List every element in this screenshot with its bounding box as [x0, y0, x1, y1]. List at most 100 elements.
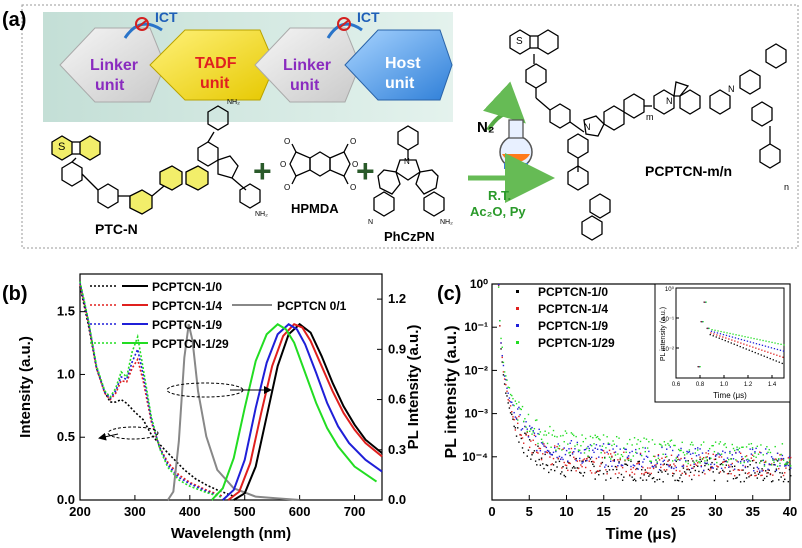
decay-point — [718, 453, 720, 455]
decay-point — [534, 460, 537, 462]
ptc-n-label: PTC-N — [95, 221, 138, 237]
decay-point — [764, 460, 767, 463]
decay-point — [644, 447, 646, 449]
decay-point — [581, 434, 583, 436]
decay-point — [683, 471, 686, 473]
inset-point — [727, 341, 729, 343]
decay-point — [674, 479, 676, 482]
decay-point — [773, 459, 775, 461]
decay-point — [539, 464, 542, 466]
decay-point — [720, 453, 723, 455]
decay-point — [788, 459, 791, 461]
decay-point — [565, 464, 568, 467]
decay-point — [521, 428, 524, 430]
decay-point — [544, 445, 546, 448]
inset-point — [721, 338, 723, 341]
decay-point — [642, 466, 644, 469]
decay-point — [750, 474, 753, 476]
decay-point — [682, 464, 685, 466]
decay-point — [629, 438, 631, 441]
decay-point — [754, 452, 756, 454]
decay-point — [716, 468, 718, 470]
inset-point — [749, 345, 751, 347]
decay-point — [764, 461, 767, 464]
decay-point — [569, 462, 571, 465]
decay-point — [764, 470, 767, 472]
decay-point — [784, 463, 786, 466]
decay-point — [564, 475, 567, 478]
decay-point — [613, 460, 615, 462]
inset-plot-frame — [675, 287, 785, 379]
decay-point — [584, 448, 587, 451]
decay-point — [733, 449, 736, 452]
decay-point — [615, 445, 618, 447]
decay-point — [537, 432, 539, 435]
decay-point — [520, 434, 523, 436]
decay-point — [713, 458, 716, 461]
b-yr-tick-label: 0.6 — [388, 392, 406, 407]
decay-point — [528, 425, 531, 427]
inset-y-tick-label: 10⁰ — [665, 286, 675, 293]
panel-b-ticks: 200 300 400 500 600 700 0.0 0.5 1.0 1.5 0.0 0.3 0.6 0… — [57, 291, 406, 519]
inset-point — [734, 340, 736, 342]
decay-point — [497, 286, 500, 288]
decay-point — [568, 448, 570, 450]
ptc-nh2-bottom: NH₂ — [255, 211, 268, 218]
decay-point — [670, 466, 673, 468]
inset-point — [717, 330, 719, 332]
pl-line-PCPTCN-1/4 — [227, 323, 383, 501]
decay-point — [637, 468, 639, 470]
decay-point — [553, 445, 556, 447]
b-legend-item: PCPTCN-1/29 — [90, 337, 229, 351]
decay-point — [736, 448, 738, 451]
decay-point — [559, 435, 562, 437]
decay-point — [515, 435, 518, 437]
decay-point — [753, 455, 755, 458]
inset-point — [781, 362, 783, 365]
inset-point — [710, 332, 712, 334]
inset-point — [733, 343, 735, 345]
decay-point — [526, 431, 528, 434]
panel-a-label: (a) — [2, 9, 26, 31]
hpmda-o4: O — [350, 183, 356, 192]
decay-point — [537, 442, 539, 445]
c-x-tick-label: 15 — [597, 504, 611, 519]
decay-point — [617, 465, 619, 467]
decay-point — [570, 432, 573, 434]
decay-point — [688, 469, 691, 471]
hpmda-o6: O — [352, 160, 358, 169]
decay-point — [629, 474, 631, 477]
panel-b-label: (b) — [2, 283, 28, 305]
decay-point — [645, 479, 648, 481]
decay-point — [717, 466, 719, 468]
inset-point — [716, 332, 719, 334]
decay-point — [776, 465, 779, 467]
decay-point — [660, 469, 662, 472]
decay-point — [704, 462, 706, 464]
absorption-line-PCPTCN-1/9 — [79, 282, 224, 499]
inset-point — [758, 348, 760, 350]
decay-point — [664, 470, 667, 473]
host-line2: unit — [385, 75, 415, 92]
panel-c-xlabel: Time (μs) — [606, 526, 677, 543]
inset-point — [752, 342, 755, 344]
pl-line-PCPTCN-1/9 — [222, 322, 383, 501]
decay-point — [681, 480, 683, 483]
decay-point — [637, 462, 639, 464]
decay-point — [646, 447, 649, 449]
decay-point — [542, 443, 544, 445]
inset-point — [732, 333, 734, 335]
decay-point — [737, 469, 739, 471]
decay-point — [719, 454, 722, 456]
decay-point — [528, 439, 531, 441]
decay-point — [660, 443, 662, 446]
decay-point — [605, 479, 607, 481]
decay-point — [742, 457, 744, 460]
decay-point — [699, 462, 701, 464]
plus-sign-2: + — [356, 153, 375, 189]
inset-point — [782, 356, 784, 358]
decay-point — [530, 458, 532, 460]
decay-point — [706, 459, 708, 461]
decay-point — [558, 445, 561, 447]
phczpn-n-right: NH₂ — [440, 219, 453, 226]
